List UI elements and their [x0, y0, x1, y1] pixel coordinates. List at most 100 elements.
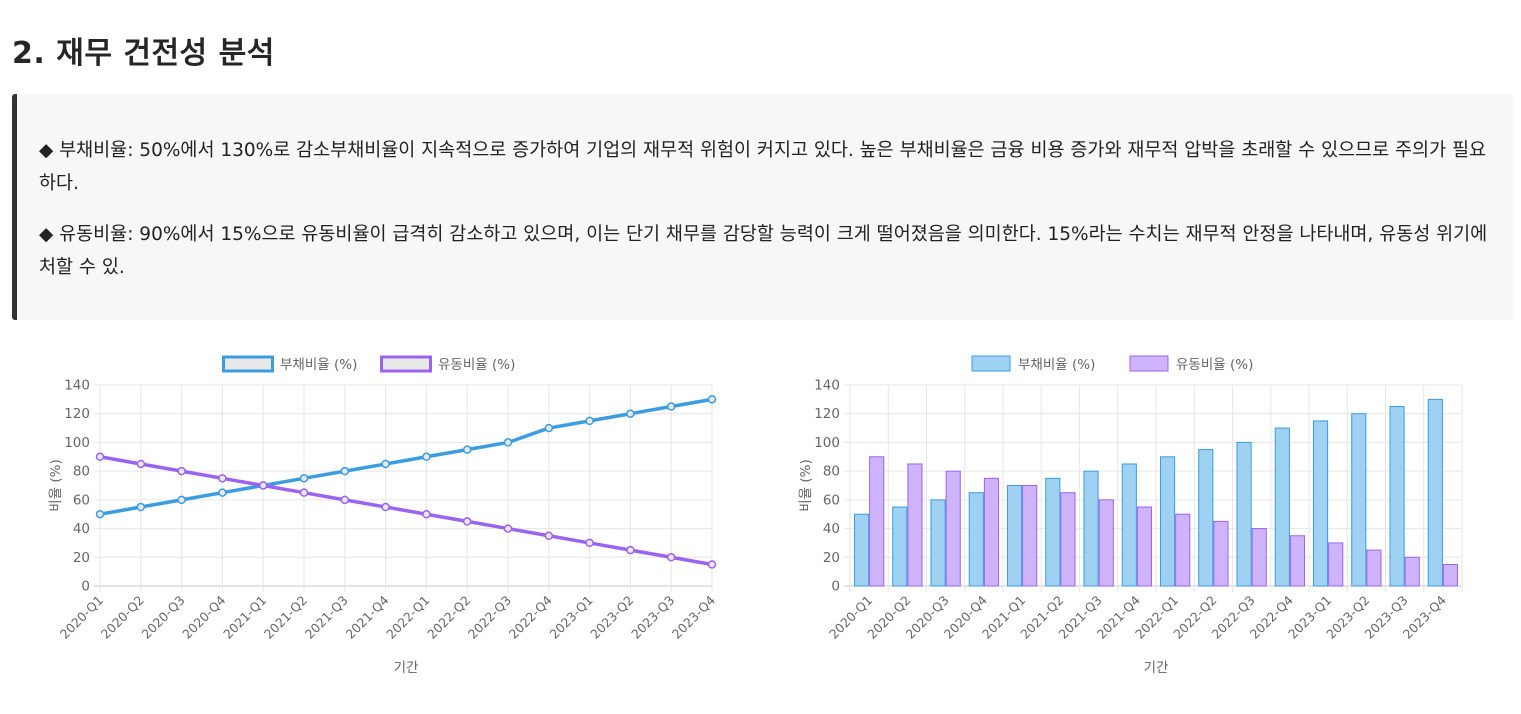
bar-chart-bar [1006, 485, 1023, 587]
line-chart-legend-swatch [380, 355, 432, 373]
debt-ratio-paragraph: ◆ 부채비율: 50%에서 130%로 감소부채비율이 지속적으로 증가하여 기… [39, 140, 1487, 194]
line-chart-point [299, 488, 309, 497]
line-chart-x-tick-label: 2023-Q2 [587, 593, 636, 642]
line-chart-point [462, 445, 472, 454]
bar-chart-bar [983, 477, 1000, 587]
bar-chart-y-tick-label: 20 [823, 550, 840, 566]
line-chart: 0 20 40 60 80 100 120 140 2020-Q1 2020-Q2 2020-Q3 2… [40, 345, 740, 685]
line-chart-x-tick-label: 2020-Q4 [179, 592, 228, 641]
bar-chart-bar [1274, 427, 1290, 587]
line-chart-point [218, 474, 227, 483]
line-chart-x-tick-label: 2020-Q3 [139, 593, 188, 642]
line-chart-x-tick-label: 2021-Q4 [343, 592, 392, 641]
line-chart-point [666, 553, 676, 562]
line-chart-legend-label: 부채비율 (%) [280, 357, 357, 373]
line-chart-point [503, 438, 513, 447]
analysis-callout: ◆ 부채비율: 50%에서 130%로 감소부채비율이 지속적으로 증가하여 기… [12, 94, 1513, 320]
line-chart-point [95, 509, 105, 519]
line-chart-point [544, 531, 554, 540]
bar-chart-y-tick-label: 80 [823, 464, 840, 480]
line-chart-y-tick-label: 0 [81, 579, 90, 595]
bar-chart-bar [930, 499, 946, 587]
bar-chart-legend-label: 부채비율 (%) [1018, 357, 1095, 373]
line-chart-x-tick-label: 2022-Q4 [506, 592, 555, 641]
current-ratio-paragraph: ◆ 유동비율: 90%에서 15%으로 유동비율이 급격히 감소하고 있으며, … [39, 224, 1488, 278]
bar-chart-y-tick-label: 0 [831, 579, 840, 595]
bar-chart-bar [1351, 413, 1367, 587]
bar-chart-legend-swatch [971, 355, 1011, 372]
line-chart-x-tick-label: 2022-Q1 [383, 593, 432, 642]
bar-chart-bar [1045, 477, 1061, 587]
line-chart-x-axis-title: 기간 [394, 660, 419, 676]
line-chart-point [136, 502, 146, 512]
line-chart-y-tick-label: 80 [73, 464, 90, 480]
line-chart-x-tick-label: 2020-Q1 [57, 593, 106, 642]
line-chart-legend-swatch [222, 355, 274, 373]
bar-chart-bar [1098, 499, 1114, 587]
bar-chart-bar [892, 506, 908, 587]
line-chart-point [177, 466, 186, 476]
bar-chart-y-axis-title: 비율 (%) [798, 459, 814, 512]
line-chart-point [177, 495, 186, 505]
line-chart-y-tick-label: 140 [64, 378, 90, 394]
bar-chart-legend-swatch [1129, 355, 1169, 372]
line-chart-x-tick-label: 2020-Q2 [98, 593, 147, 642]
bar-chart-bar [1427, 398, 1443, 587]
line-chart-point [503, 524, 513, 533]
bar-chart-bar [1289, 535, 1306, 587]
bar-chart-bar [1121, 463, 1137, 587]
line-chart-point [544, 423, 554, 433]
line-chart-y-tick-label: 20 [73, 550, 90, 566]
line-chart-y-tick-label: 60 [73, 492, 90, 508]
bar-chart-y-tick-label: 140 [814, 378, 840, 394]
line-chart-point [462, 517, 472, 526]
bar-chart-bar [1136, 506, 1153, 587]
line-chart-point [218, 488, 227, 497]
bar-chart-bar [1442, 563, 1459, 587]
line-chart-point [666, 402, 676, 411]
bar-chart-legend-label: 유동비율 (%) [1176, 357, 1253, 373]
line-chart-x-tick-label: 2023-Q4 [669, 592, 718, 641]
bar-chart-bar [968, 492, 984, 587]
line-chart-x-tick-label: 2023-Q3 [628, 593, 677, 642]
line-chart-point [626, 545, 635, 555]
line-chart-point [626, 409, 635, 418]
bar-chart-bar [1404, 556, 1420, 587]
bar-chart-svg: 0204060801001201402020-Q12020-Q22020-Q32… [798, 355, 1463, 676]
page-title: 2. 재무 건전성 분석 [12, 36, 275, 71]
line-chart-x-tick-label: 2022-Q2 [424, 593, 473, 642]
bar-chart-bar [1389, 406, 1405, 587]
line-chart-x-tick-label: 2021-Q3 [302, 593, 351, 642]
line-chart-x-tick-label: 2023-Q1 [547, 593, 596, 642]
bar-chart-bar [945, 470, 961, 587]
bar-chart-y-tick-label: 100 [814, 435, 840, 451]
line-chart-x-tick-label: 2022-Q3 [465, 593, 514, 642]
bar-chart-bar [1159, 456, 1176, 587]
bar-chart-bar [1198, 449, 1214, 587]
line-chart-point [95, 452, 105, 462]
line-chart-point [136, 459, 146, 469]
bar-chart-bar [1328, 542, 1344, 587]
bar-chart-bar [1175, 513, 1191, 587]
bar-chart-bar [1236, 441, 1252, 587]
line-chart-point [381, 502, 390, 512]
line-chart-point [585, 416, 594, 426]
bar-chart-bar [1312, 420, 1329, 587]
bar-chart-bar [1366, 549, 1382, 587]
line-chart-point [340, 495, 350, 505]
line-chart-point [258, 481, 268, 490]
line-chart-y-tick-label: 120 [64, 406, 90, 422]
line-chart-legend-label: 유동비율 (%) [438, 357, 515, 373]
bar-chart-x-axis-title: 기간 [1144, 660, 1169, 676]
line-chart-point [707, 395, 717, 404]
bar-chart-bar [1213, 520, 1229, 587]
line-chart-x-tick-label: 2021-Q1 [220, 593, 269, 642]
bar-chart-y-tick-label: 60 [823, 492, 840, 508]
line-chart-point [585, 538, 594, 548]
bar-chart: 0 20 40 60 80 100 120 140 2020-Q1 2020-Q2 2020-Q3 2… [790, 345, 1490, 685]
bar-chart-bar [907, 463, 923, 587]
bar-chart-bar [853, 513, 870, 587]
line-chart-point [707, 560, 717, 569]
line-chart-point [381, 459, 390, 469]
line-chart-point [340, 466, 350, 476]
